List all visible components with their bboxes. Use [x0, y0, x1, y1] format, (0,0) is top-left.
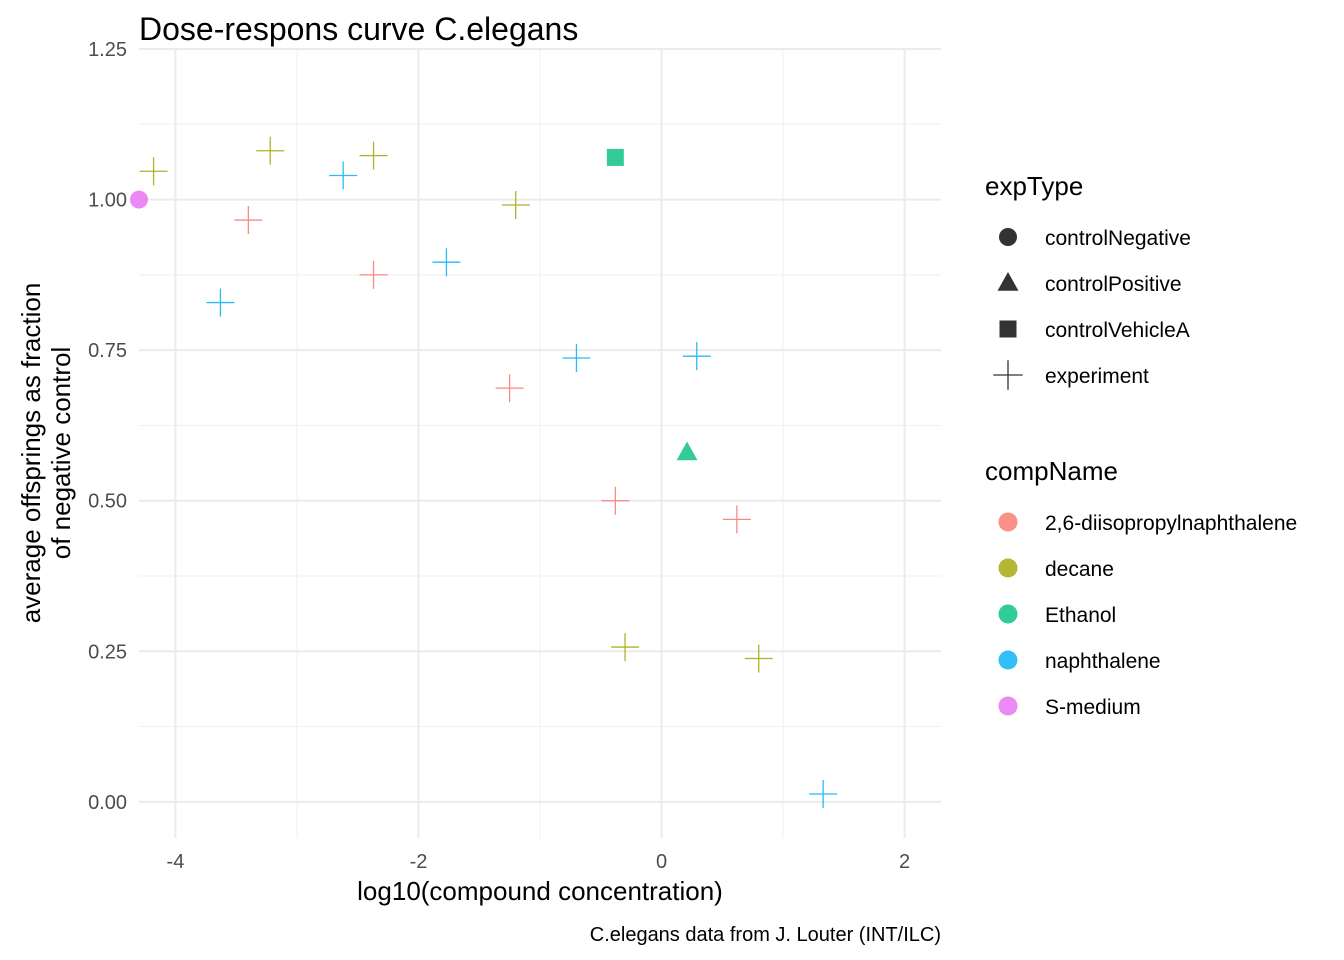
data-point-plus — [744, 644, 773, 673]
legend-compname-swatch — [998, 696, 1018, 716]
data-point-plus — [682, 342, 711, 371]
y-axis-title: average offsprings as fraction of negati… — [16, 283, 76, 624]
y-tick-label: 1.25 — [88, 39, 127, 61]
legend-exptype-label: controlPositive — [1045, 273, 1182, 296]
y-tick-label: 1.00 — [88, 190, 127, 212]
data-point-plus — [601, 486, 630, 515]
legend-compname-swatch — [998, 604, 1018, 624]
x-axis-title: log10(compound concentration) — [357, 876, 723, 906]
y-tick-label: 0.25 — [88, 641, 127, 663]
y-tick-label: 0.50 — [88, 491, 127, 513]
legend-exptype-key-triangle — [997, 272, 1019, 291]
legend-exptype-label: controlVehicleA — [1045, 319, 1190, 342]
legend-compname-label: Ethanol — [1045, 604, 1116, 627]
legend-exptype-title: expType — [985, 171, 1083, 201]
data-point-plus — [809, 780, 838, 809]
data-point-layer — [130, 136, 838, 809]
x-tick-label: -4 — [167, 851, 185, 873]
data-point-circle — [130, 190, 148, 209]
data-point-plus — [359, 141, 388, 170]
data-point-square — [606, 148, 624, 166]
grid-layer — [139, 48, 941, 838]
legend-exptype-key-plus — [993, 360, 1023, 390]
data-point-plus — [359, 260, 388, 289]
tick-label-layer: -4 -2 0 2 0.00 0.25 0.50 0.75 1.00 1.25 — [88, 39, 910, 873]
y-tick-label: 0.00 — [88, 792, 127, 814]
chart-title: Dose-respons curve C.elegans — [139, 11, 578, 47]
legend-exptype-label: controlNegative — [1045, 227, 1191, 250]
data-point-plus — [234, 206, 263, 235]
legend-exptype-label: experiment — [1045, 365, 1149, 388]
y-tick-label: 0.75 — [88, 340, 127, 362]
x-tick-label: 2 — [899, 851, 910, 873]
data-point-plus — [256, 136, 285, 165]
legend-compname-title: compName — [985, 456, 1118, 486]
data-point-plus — [495, 374, 524, 403]
legend-compname-swatch — [998, 558, 1018, 578]
x-tick-label: -2 — [410, 851, 428, 873]
y-axis-title-line-1: average offsprings as fraction — [16, 283, 46, 624]
legend-compname-swatch — [998, 512, 1018, 532]
legend-exptype: expType controlNegative controlPositive co… — [985, 171, 1191, 390]
data-point-plus — [432, 248, 461, 277]
legend-exptype-key-circle — [999, 228, 1017, 246]
data-point-plus — [206, 288, 235, 317]
data-point-plus — [139, 157, 168, 186]
legend-compname-label: decane — [1045, 558, 1114, 581]
legend-compname-swatch — [998, 650, 1018, 670]
legend-compname: compName 2,6-diisopropylnaphthalene decan… — [985, 456, 1297, 719]
data-point-plus — [329, 161, 358, 190]
chart-caption: C.elegans data from J. Louter (INT/ILC) — [590, 924, 941, 946]
y-axis-title-line-2: of negative control — [46, 347, 76, 559]
data-point-triangle — [676, 441, 698, 461]
legend-exptype-key-square — [999, 320, 1017, 338]
data-point-plus — [722, 505, 751, 534]
data-point-plus — [611, 633, 640, 662]
legend-compname-label: naphthalene — [1045, 650, 1161, 673]
x-tick-label: 0 — [656, 851, 667, 873]
data-point-plus — [562, 343, 591, 372]
legend-compname-label: S-medium — [1045, 696, 1141, 719]
legend-compname-label: 2,6-diisopropylnaphthalene — [1045, 512, 1297, 535]
data-point-plus — [501, 190, 530, 219]
